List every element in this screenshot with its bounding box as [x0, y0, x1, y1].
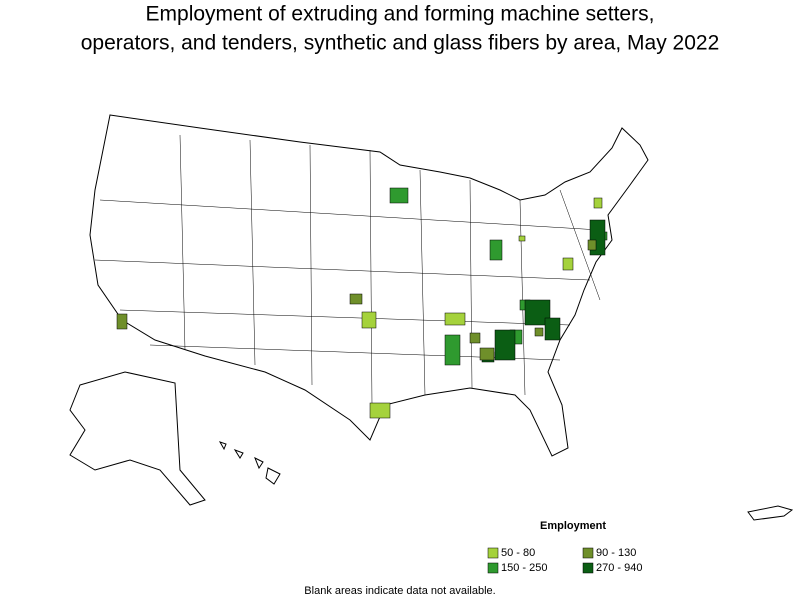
legend-swatch	[582, 547, 594, 559]
area-patch	[587, 239, 597, 251]
alaska	[69, 371, 206, 506]
legend: 50 - 80 90 - 130 150 - 250 270 - 940	[487, 547, 642, 574]
legend-label: 150 - 250	[501, 562, 547, 574]
puerto-rico	[747, 505, 794, 521]
legend-label: 90 - 130	[596, 547, 636, 559]
legend-swatch	[487, 547, 499, 559]
legend-title: Employment	[540, 520, 606, 532]
area-patches	[116, 187, 608, 419]
area-patch	[494, 329, 516, 361]
area-patch	[489, 239, 503, 261]
legend-label: 270 - 940	[596, 562, 642, 574]
area-patch	[479, 347, 495, 361]
area-patch	[593, 197, 603, 209]
legend-swatch	[487, 562, 499, 574]
area-patch	[349, 293, 363, 305]
footnote: Blank areas indicate data not available.	[304, 585, 495, 597]
contiguous-us	[89, 114, 649, 457]
area-patch	[544, 317, 561, 341]
area-borders	[94, 134, 601, 406]
title-line: operators, and tenders, synthetic and gl…	[81, 32, 720, 55]
area-patch	[116, 313, 128, 330]
hawaii	[218, 441, 281, 485]
area-patch	[444, 312, 466, 326]
area-patch	[444, 334, 461, 366]
legend-swatch	[582, 562, 594, 574]
area-patch	[469, 332, 481, 344]
us-map	[69, 114, 794, 521]
area-patch	[369, 402, 391, 419]
legend-label: 50 - 80	[501, 547, 535, 559]
area-patch	[389, 187, 409, 204]
title-line: Employment of extruding and forming mach…	[146, 3, 655, 26]
area-patch	[361, 311, 377, 329]
area-patch	[534, 327, 544, 337]
area-patch	[518, 235, 526, 242]
area-patch	[562, 257, 574, 271]
